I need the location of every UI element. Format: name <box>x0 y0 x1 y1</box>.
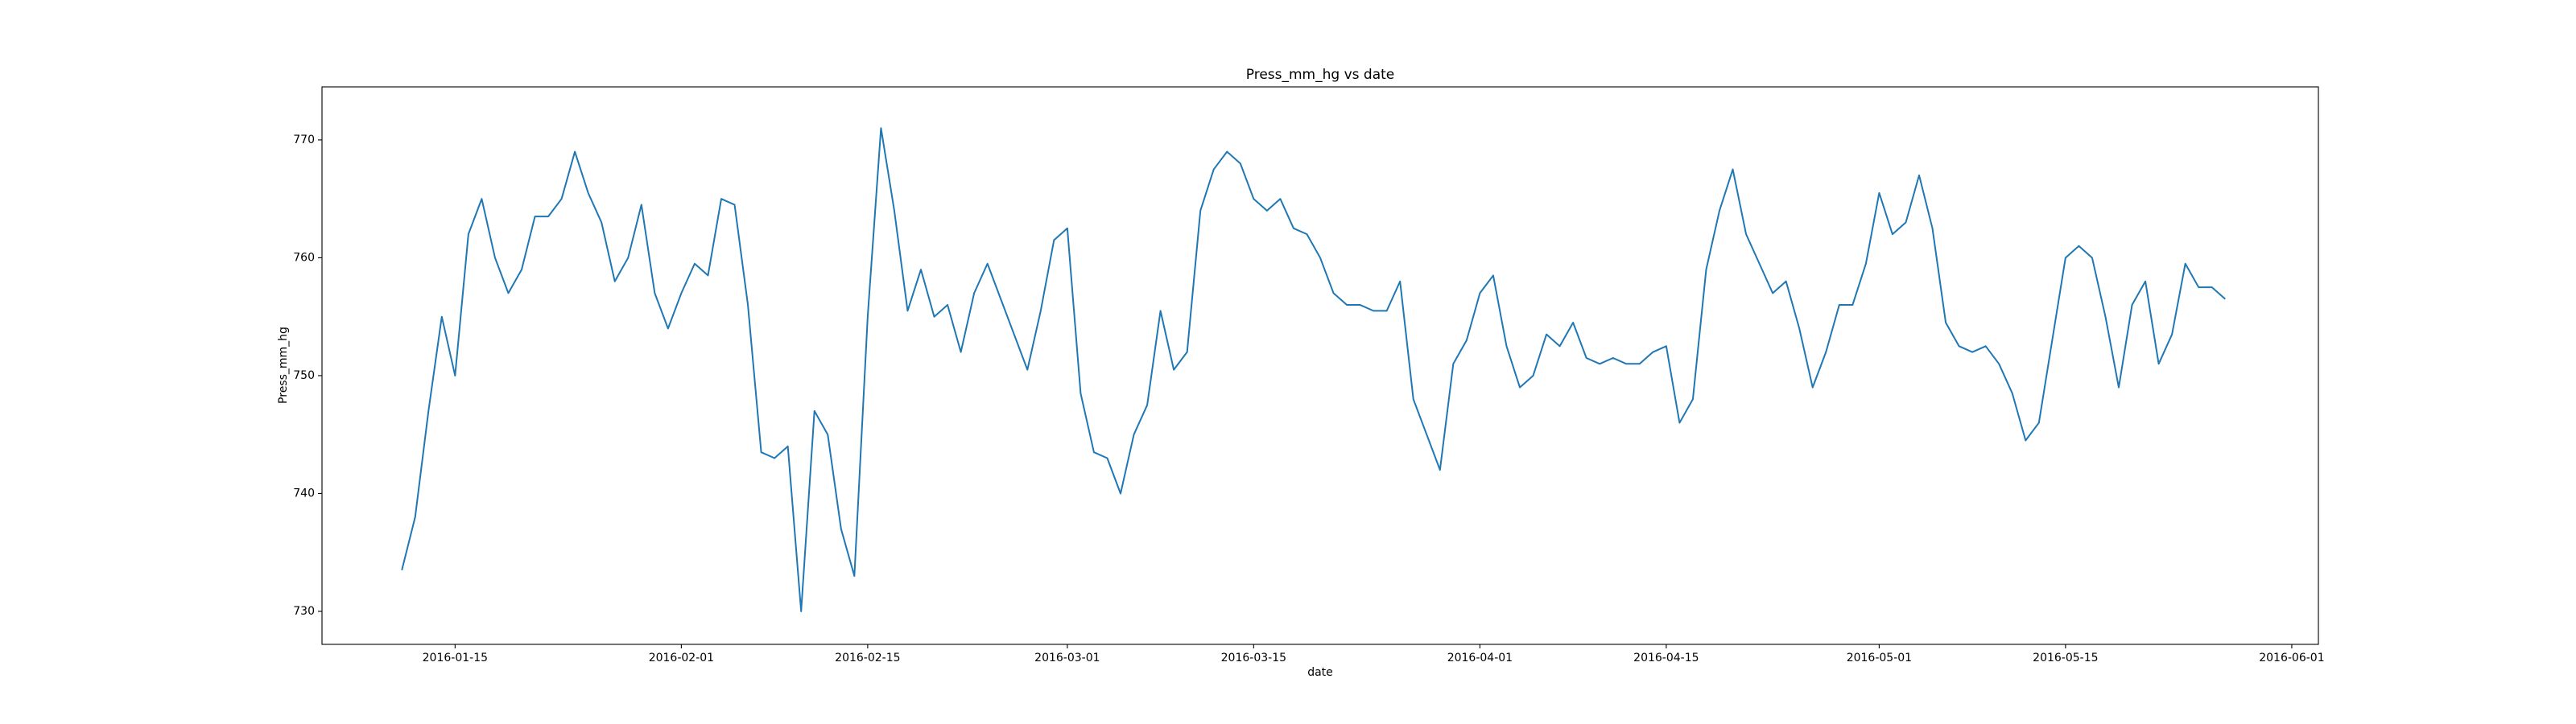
chart-title: Press_mm_hg vs date <box>1246 67 1395 83</box>
x-tick-label: 2016-04-15 <box>1633 652 1699 664</box>
y-axis-label: Press_mm_hg <box>277 327 290 404</box>
y-tick-label: 740 <box>293 487 315 500</box>
x-axis-label: date <box>1307 666 1333 679</box>
y-tick-label: 770 <box>293 134 315 146</box>
x-tick-label: 2016-04-01 <box>1447 652 1513 664</box>
x-tick-label: 2016-05-15 <box>2033 652 2098 664</box>
line <box>401 127 2226 612</box>
x-tick-label: 2016-05-01 <box>1847 652 1912 664</box>
x-tick-label: 2016-03-15 <box>1221 652 1286 664</box>
x-tick-label: 2016-02-15 <box>835 652 900 664</box>
x-tick-label: 2016-02-01 <box>649 652 714 664</box>
plot-frame <box>321 86 2319 645</box>
x-tick-label: 2016-06-01 <box>2259 652 2324 664</box>
y-tick-label: 750 <box>293 369 315 382</box>
x-tick-label: 2016-03-01 <box>1034 652 1100 664</box>
y-tick-label: 760 <box>293 251 315 264</box>
x-tick-label: 2016-01-15 <box>423 652 488 664</box>
y-tick-label: 730 <box>293 605 315 618</box>
